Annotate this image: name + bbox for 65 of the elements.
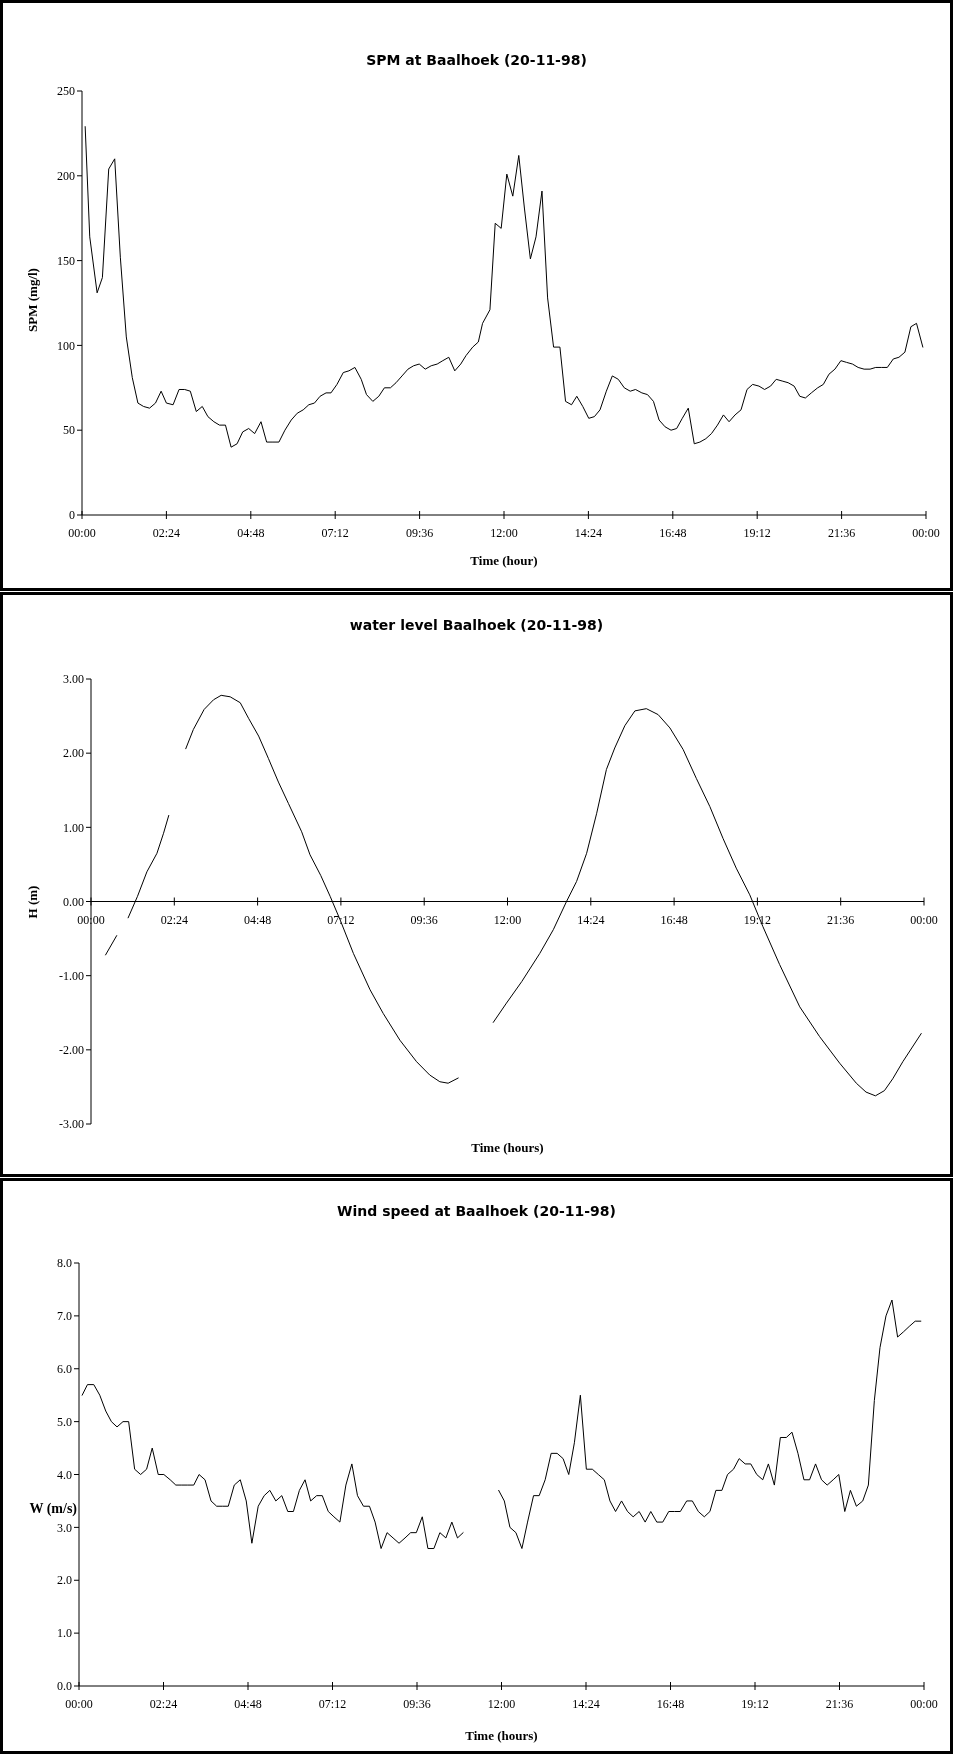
- x-tick-label: 16:48: [656, 1697, 685, 1711]
- x-tick-label: 21:36: [827, 912, 855, 927]
- x-tick-label: 09:36: [403, 1697, 431, 1711]
- y-tick-label: -2.00: [59, 1043, 84, 1058]
- x-tick-label: 09:36: [410, 912, 438, 927]
- x-tick-label: 21:36: [825, 1697, 854, 1711]
- x-tick-label: 19:12: [743, 526, 771, 540]
- x-tick-label: 07:12: [318, 1697, 347, 1711]
- x-tick-label: 12:00: [487, 1697, 516, 1711]
- y-axis-title: SPM (mg/l): [25, 268, 40, 332]
- x-axis-title: Time (hours): [465, 1728, 538, 1743]
- y-tick-label: 1.00: [63, 820, 84, 835]
- y-tick-label: -3.00: [59, 1117, 84, 1132]
- y-tick-label: 0.0: [57, 1679, 72, 1694]
- y-tick-label: 3.00: [63, 672, 84, 687]
- x-tick-label: 12:00: [490, 526, 518, 540]
- y-tick-label: 3.0: [57, 1520, 72, 1535]
- x-tick-label: 00:00: [77, 912, 105, 927]
- y-tick-label: 150: [57, 253, 75, 268]
- y-tick-label: 2.0: [57, 1573, 72, 1588]
- y-tick-label: 7.0: [57, 1309, 72, 1324]
- y-tick-label: 0.00: [63, 894, 84, 909]
- chart-title: water level Baalhoek (20-11-98): [349, 617, 604, 633]
- y-tick-label: 50: [63, 423, 75, 438]
- y-tick-label: 0: [69, 508, 75, 523]
- x-tick-label: 16:48: [660, 912, 688, 927]
- y-tick-label: 100: [57, 338, 75, 353]
- x-tick-label: 21:36: [827, 526, 856, 540]
- y-tick-label: 200: [57, 169, 75, 183]
- y-tick-label: -1.00: [59, 968, 84, 983]
- y-tick-label: 6.0: [57, 1361, 72, 1376]
- x-tick-label: 02:24: [152, 526, 181, 540]
- y-tick-label: 1.0: [57, 1626, 72, 1641]
- x-tick-label: 19:12: [743, 912, 772, 927]
- chart-title: SPM at Baalhoek (20-11-98): [366, 52, 587, 68]
- x-tick-label: 00:00: [912, 526, 940, 540]
- x-tick-label: 14:24: [572, 1697, 600, 1711]
- x-tick-label: 04:48: [234, 1697, 262, 1711]
- x-tick-label: 02:24: [149, 1697, 178, 1711]
- x-tick-label: 02:24: [160, 912, 188, 927]
- x-tick-label: 00:00: [65, 1697, 93, 1711]
- x-tick-label: 07:12: [327, 912, 355, 927]
- x-tick-label: 12:00: [493, 912, 522, 927]
- x-tick-label: 19:12: [741, 1697, 769, 1711]
- x-tick-label: 04:48: [243, 912, 272, 927]
- x-axis-title: Time (hours): [471, 1140, 544, 1155]
- x-tick-label: 09:36: [405, 526, 434, 540]
- x-tick-label: 00:00: [68, 526, 96, 540]
- x-tick-label: 00:00: [910, 912, 938, 927]
- chart-title: Wind speed at Baalhoek (20-11-98): [337, 1203, 616, 1219]
- x-tick-label: 00:00: [910, 1697, 938, 1711]
- y-axis-title: H (m): [25, 885, 40, 919]
- y-tick-label: 4.0: [57, 1467, 72, 1482]
- y-tick-label: 2.00: [63, 746, 84, 761]
- y-axis-title: W (m/s): [29, 1501, 78, 1517]
- y-tick-label: 250: [57, 84, 75, 99]
- y-tick-label: 8.0: [57, 1256, 72, 1271]
- x-tick-label: 04:48: [237, 526, 265, 540]
- line-series: [84, 126, 924, 448]
- y-tick-label: 5.0: [57, 1414, 72, 1429]
- x-tick-label: 16:48: [659, 526, 687, 540]
- x-tick-label: 14:24: [574, 526, 603, 540]
- x-tick-label: 07:12: [321, 526, 349, 540]
- x-tick-label: 14:24: [577, 912, 605, 927]
- x-axis-title: Time (hour): [470, 553, 538, 568]
